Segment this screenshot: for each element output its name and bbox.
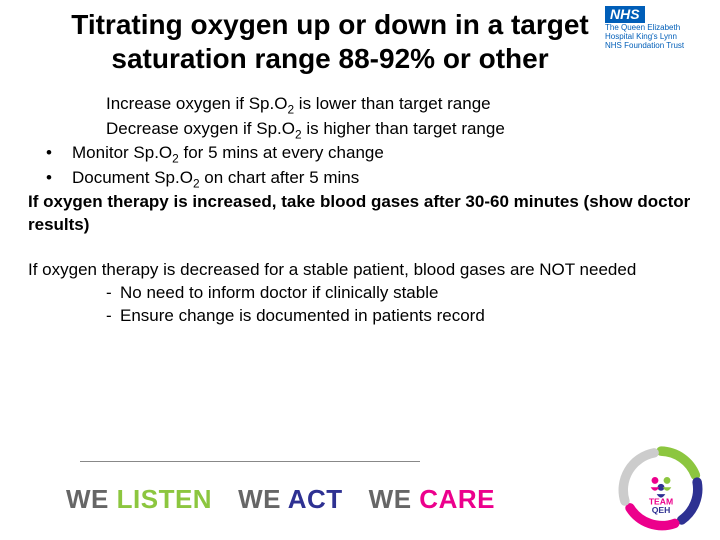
bullet-monitor: • Monitor Sp.O2 for 5 mins at every chan… — [28, 142, 692, 166]
nhs-line1: The Queen Elizabeth — [605, 23, 680, 32]
bold-increase-note: If oxygen therapy is increased, take blo… — [28, 191, 692, 237]
increase-line: Increase oxygen if Sp.O2 is lower than t… — [28, 93, 692, 117]
nhs-box: NHS — [605, 6, 645, 23]
decrease-line: Decrease oxygen if Sp.O2 is higher than … — [28, 118, 692, 142]
nhs-trust-logo: NHS The Queen Elizabeth Hospital King's … — [605, 6, 710, 51]
stable-note: If oxygen therapy is decreased for a sta… — [28, 259, 692, 282]
tagline-care: WE CARE — [369, 484, 495, 515]
dash-line-2: - Ensure change is documented in patient… — [28, 305, 692, 328]
badge-qeh-text: QEH — [652, 505, 671, 515]
bullet-document: • Document Sp.O2 on chart after 5 mins — [28, 167, 692, 191]
team-qeh-badge-icon: TEAM QEH — [618, 446, 704, 532]
nhs-line3: NHS Foundation Trust — [605, 41, 684, 50]
bullet-dot: • — [46, 167, 72, 191]
tagline-act: WE ACT — [238, 484, 343, 515]
nhs-line2: Hospital King's Lynn — [605, 32, 677, 41]
bullet-dot: • — [46, 142, 72, 166]
tagline-listen: WE LISTEN — [66, 484, 212, 515]
dash-line-1: - No need to inform doctor if clinically… — [28, 282, 692, 305]
footer-rule — [80, 461, 420, 462]
footer-tagline: WE LISTEN WE ACT WE CARE — [66, 484, 495, 515]
slide-body: Increase oxygen if Sp.O2 is lower than t… — [0, 75, 720, 328]
